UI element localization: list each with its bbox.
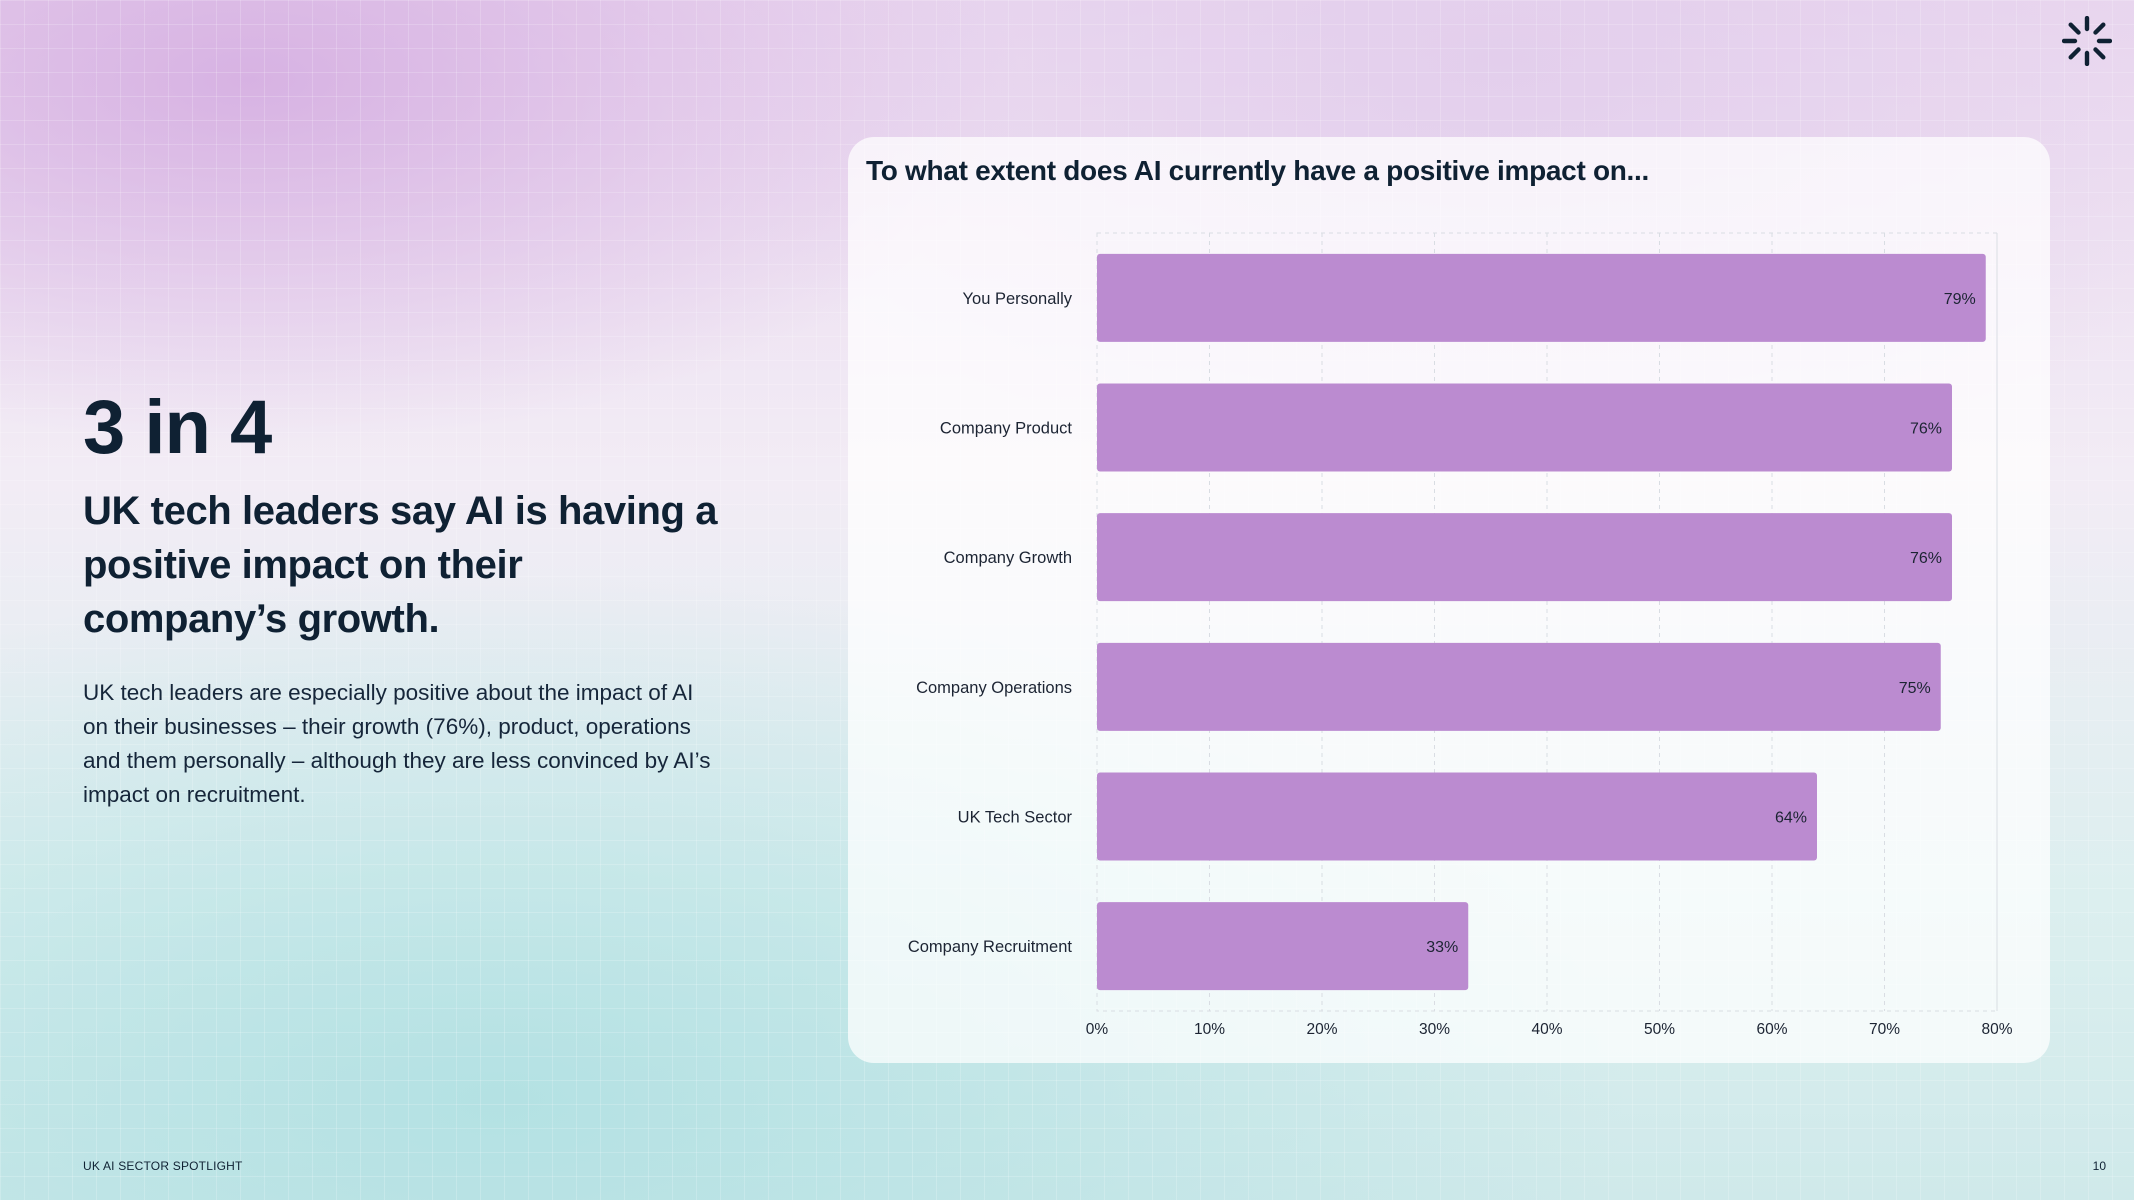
bar — [1097, 902, 1469, 991]
x-tick-label: 20% — [1306, 1021, 1337, 1038]
value-label: 76% — [1910, 550, 1942, 567]
category-label: Company Recruitment — [908, 938, 1073, 956]
category-label: UK Tech Sector — [958, 809, 1073, 827]
plot-area-border — [1096, 232, 1998, 1012]
x-tick-label: 80% — [1981, 1021, 2012, 1038]
bar — [1097, 513, 1952, 602]
category-label: Company Product — [940, 420, 1072, 438]
bar — [1097, 642, 1941, 731]
bar — [1097, 383, 1952, 472]
value-label: 79% — [1944, 291, 1976, 308]
value-label: 33% — [1426, 939, 1458, 956]
key-stat: 3 in 4 — [83, 385, 272, 470]
value-label: 64% — [1775, 810, 1807, 827]
chart-card: To what extent does AI currently have a … — [848, 137, 2050, 1063]
x-tick-label: 40% — [1531, 1021, 1562, 1038]
x-tick-label: 30% — [1419, 1021, 1450, 1038]
value-label: 75% — [1899, 680, 1931, 697]
asterisk-burst-icon — [2061, 15, 2113, 67]
x-tick-label: 10% — [1194, 1021, 1225, 1038]
x-tick-label: 70% — [1869, 1021, 1900, 1038]
category-label: Company Operations — [916, 679, 1072, 697]
bar-chart: 0% 10% 20% 30% 40% 50% 60% 70% 80% You Personally… — [908, 232, 2013, 1038]
body-paragraph: UK tech leaders are especially positive … — [83, 680, 711, 807]
page-number: 10 — [2092, 1159, 2106, 1173]
category-label: You Personally — [963, 290, 1073, 308]
value-label: 76% — [1910, 421, 1942, 438]
x-tick-label: 50% — [1644, 1021, 1675, 1038]
x-tick-label: 60% — [1756, 1021, 1787, 1038]
chart-title: To what extent does AI currently have a … — [866, 155, 1649, 186]
footer-label: UK AI SECTOR SPOTLIGHT — [83, 1159, 243, 1173]
headline: UK tech leaders say AI is having a posit… — [83, 489, 718, 641]
bar — [1097, 772, 1817, 861]
bar — [1097, 253, 1986, 342]
summary-panel: 3 in 4 UK tech leaders say AI is having … — [83, 390, 723, 812]
x-tick-label: 0% — [1086, 1021, 1109, 1038]
category-label: Company Growth — [944, 549, 1072, 567]
